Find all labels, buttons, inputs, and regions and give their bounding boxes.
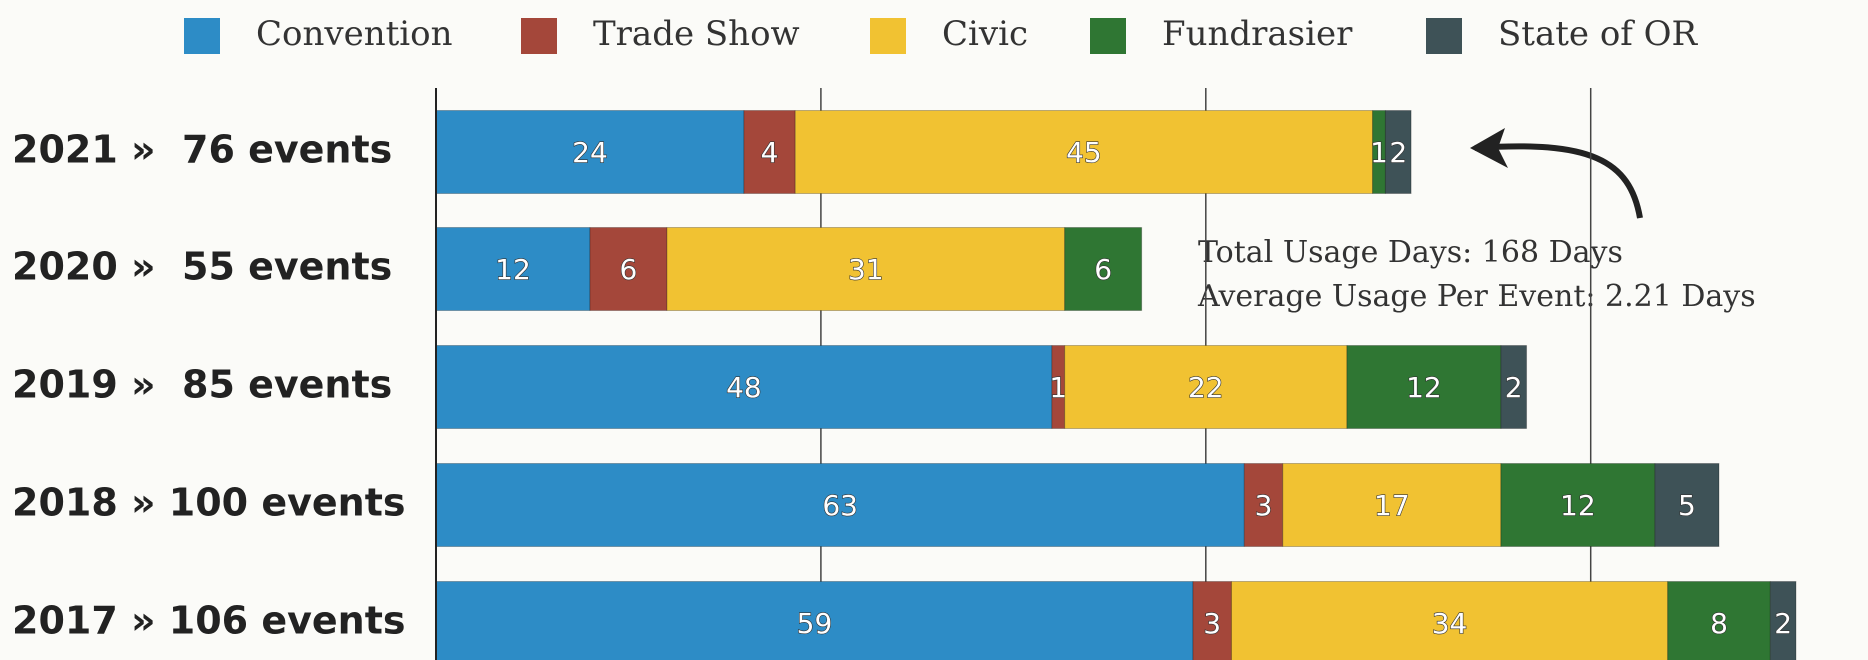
data-label: 59: [797, 607, 833, 640]
data-label: 12: [1560, 489, 1596, 522]
bar-segment: [435, 463, 1245, 547]
bar-segment: [1064, 227, 1143, 311]
category-label: 2019 » 85 events: [12, 363, 392, 407]
category-label: 2020 » 55 events: [12, 245, 392, 289]
bar-segment: [1500, 345, 1528, 429]
legend-swatch: [870, 18, 906, 54]
bar-segment: [1230, 581, 1669, 660]
bar-segment: [1372, 110, 1386, 194]
data-label: 1: [1049, 371, 1067, 404]
category-label: 2017 » 106 events: [12, 599, 405, 643]
bar-segment: [1051, 345, 1066, 429]
data-label: 31: [848, 253, 884, 286]
bar-segment: [435, 227, 591, 311]
data-label: 5: [1678, 489, 1696, 522]
data-label: 48: [726, 371, 762, 404]
bar-segment: [435, 110, 745, 194]
legend-swatch: [1090, 18, 1126, 54]
bar-segment: [1192, 581, 1232, 660]
data-label: 1: [1370, 136, 1388, 169]
legend-label: State of OR: [1498, 14, 1699, 54]
bar-segment: [435, 581, 1194, 660]
data-label: 34: [1432, 607, 1468, 640]
data-label: 12: [495, 253, 531, 286]
data-label: 4: [761, 136, 779, 169]
data-label: 6: [1094, 253, 1112, 286]
data-label: 24: [572, 136, 608, 169]
arrow-head: [1470, 128, 1508, 168]
legend-label: Fundrasier: [1162, 14, 1353, 54]
data-label: 8: [1710, 607, 1728, 640]
legend-swatch: [521, 18, 557, 54]
bar-segment: [1282, 463, 1502, 547]
legend-swatch: [184, 18, 220, 54]
bar-segment: [794, 110, 1374, 194]
data-label: 45: [1066, 136, 1102, 169]
data-label: 2: [1774, 607, 1792, 640]
data-label: 63: [822, 489, 858, 522]
bar-segment: [1384, 110, 1412, 194]
data-label: 17: [1374, 489, 1410, 522]
data-label: 2: [1505, 371, 1523, 404]
bar-segment: [1346, 345, 1502, 429]
data-label: 6: [620, 253, 638, 286]
annotation: Average Usage Per Event: 2.21 Days: [1197, 279, 1756, 314]
bar-segment: [666, 227, 1066, 311]
legend-label: Convention: [256, 14, 453, 54]
data-label: 3: [1203, 607, 1221, 640]
data-label: 12: [1406, 371, 1442, 404]
category-label: 2021 » 76 events: [12, 128, 392, 172]
annotation: Total Usage Days: 168 Days: [1198, 235, 1623, 270]
bar-segment: [1769, 581, 1797, 660]
bar-segment: [1064, 345, 1348, 429]
bar-segment: [1500, 463, 1656, 547]
bar-segment: [1243, 463, 1284, 547]
data-label: 22: [1188, 371, 1224, 404]
bar-segment: [1654, 463, 1720, 547]
legend-label: Civic: [942, 14, 1028, 54]
category-label: 2018 » 100 events: [12, 481, 405, 525]
bar-segment: [1667, 581, 1771, 660]
bar-segment: [589, 227, 668, 311]
arrow: [1474, 143, 1643, 219]
legend-swatch: [1426, 18, 1462, 54]
data-label: 2: [1389, 136, 1407, 169]
legend-label: Trade Show: [593, 14, 800, 54]
data-label: 3: [1255, 489, 1273, 522]
